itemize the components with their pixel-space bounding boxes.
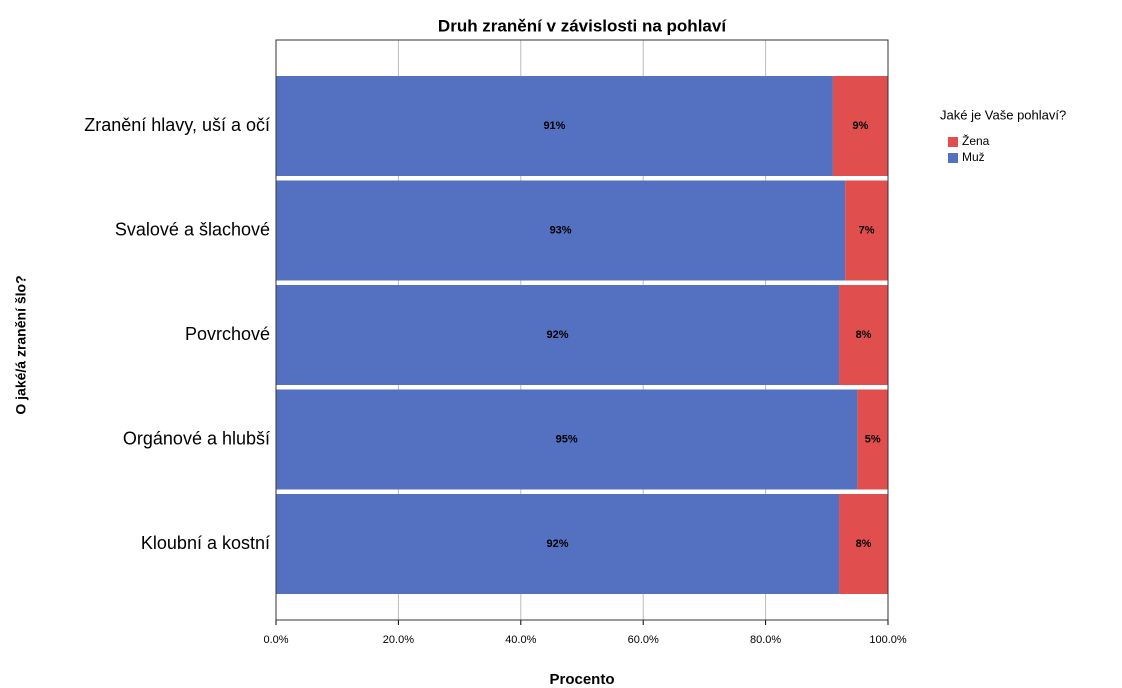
y-axis-label: O jaké/á zranění šlo?: [13, 275, 29, 414]
legend-title: Jaké je Vaše pohlaví?: [940, 107, 1066, 122]
data-label: 7%: [859, 224, 875, 236]
bar-segment: [276, 76, 833, 176]
data-label: 95%: [556, 433, 578, 445]
plot-border: [275, 39, 889, 621]
legend-swatch: [948, 153, 958, 163]
data-label: 91%: [543, 120, 565, 132]
bar-segment: [276, 180, 846, 281]
data-label: 92%: [547, 538, 569, 550]
bar-segment: [845, 180, 888, 281]
bar-segment: [839, 494, 888, 594]
legend-label: Muž: [962, 150, 985, 164]
legend-swatch: [948, 137, 958, 147]
bar-segment: [857, 389, 888, 490]
data-label: 8%: [856, 329, 872, 341]
bar-segment: [839, 285, 888, 385]
y-tick-label: Kloubní a kostní: [141, 533, 270, 553]
data-label: 5%: [865, 433, 881, 445]
y-tick-label: Povrchové: [185, 324, 270, 344]
bar-segment: [832, 76, 888, 176]
x-tick-label: 40.0%: [505, 634, 536, 646]
data-label: 8%: [856, 538, 872, 550]
bar-segment: [276, 389, 858, 490]
x-tick-label: 60.0%: [628, 634, 659, 646]
x-tick-label: 100.0%: [869, 634, 907, 646]
x-tick-label: 20.0%: [383, 634, 414, 646]
x-tick-label: 80.0%: [750, 634, 781, 646]
data-label: 93%: [550, 224, 572, 236]
legend-label: Žena: [962, 133, 990, 148]
data-label: 92%: [547, 329, 569, 341]
bar-segment: [276, 494, 840, 594]
data-label: 9%: [853, 120, 869, 132]
x-axis-label: Procento: [549, 671, 614, 688]
chart-title: Druh zranění v závislosti na pohlaví: [438, 16, 727, 35]
bar-segment: [276, 285, 840, 385]
y-tick-label: Zranění hlavy, uší a očí: [84, 115, 270, 135]
x-tick-label: 0.0%: [263, 634, 288, 646]
y-tick-label: Svalové a šlachové: [115, 219, 270, 239]
y-tick-label: Orgánové a hlubší: [123, 428, 270, 448]
